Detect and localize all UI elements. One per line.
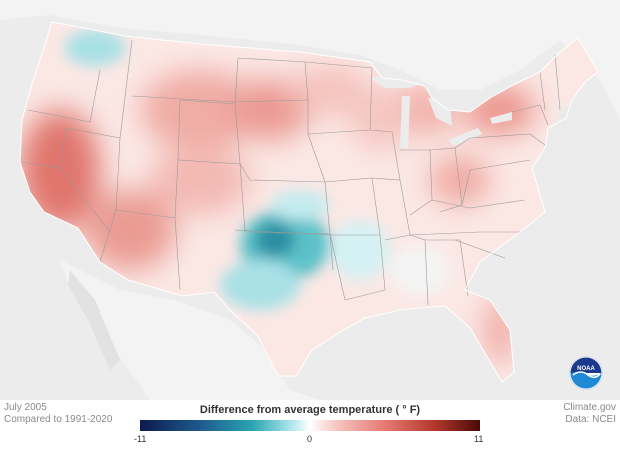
legend-unit: ( ° F) [395,404,421,416]
legend-max-label: 11 [474,434,484,444]
credit-source: Data: NCEI [565,414,616,425]
caption-baseline: Compared to 1991-2020 [4,414,113,425]
lake-ontario [490,112,512,124]
legend-title: Difference from average temperature ( ° … [0,404,620,416]
lake-michigan [400,96,410,150]
legend-min-label: -11 [134,434,147,444]
credits: Climate.gov Data: NCEI [563,402,616,426]
lake-huron [428,98,452,126]
caption: July 2005 Compared to 1991-2020 [4,402,112,426]
legend-mid-label: 0 [307,434,313,444]
state-borders [21,39,561,306]
caption-month: July 2005 [4,402,47,413]
noaa-logo-icon: NOAA [569,356,603,390]
legend-title-text: Difference from average temperature [199,404,393,416]
mexico-land [60,260,320,400]
credit-site: Climate.gov [563,402,616,413]
noaa-logo-text: NOAA [577,366,595,372]
lake-erie [448,128,482,146]
footer: July 2005 Compared to 1991-2020 Differen… [0,400,620,450]
baja-peninsula [68,270,120,370]
legend-color-bar [140,420,480,431]
anomaly-map: NOAA [0,0,620,400]
canada-land [0,0,620,120]
